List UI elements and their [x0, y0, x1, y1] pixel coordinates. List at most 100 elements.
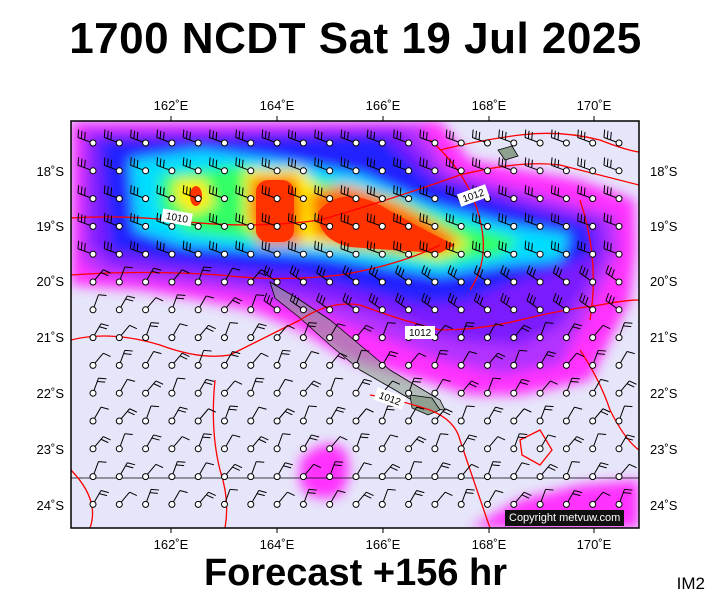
wind-barb-flag: [425, 243, 428, 252]
wind-barb-flag: [159, 158, 162, 167]
wind-barb-flag: [596, 353, 605, 355]
wind-barb-flag: [610, 131, 612, 140]
wind-barb-flag: [162, 131, 165, 140]
wind-barb-flag: [260, 436, 269, 441]
wind-barb-flag: [232, 351, 241, 355]
wind-barb-flag: [531, 159, 533, 168]
wind-station: [89, 500, 97, 508]
wind-barb-flag: [527, 130, 530, 139]
wind-barb-flag: [577, 240, 579, 249]
wind-station: [562, 195, 570, 203]
wind-station: [115, 473, 123, 481]
wind-barb-flag: [153, 351, 162, 355]
wind-barb-flag: [317, 158, 320, 167]
wind-station: [273, 500, 281, 508]
wind-barb-flag: [466, 488, 475, 491]
wind-barb-flag: [317, 130, 320, 139]
wind-station: [352, 250, 360, 258]
wind-station: [142, 445, 150, 453]
wind-barb-flag: [373, 131, 376, 140]
wind-barb-flag: [287, 212, 290, 221]
wind-barb-flag: [368, 292, 373, 301]
wind-station: [115, 389, 123, 397]
wind-barb-flag: [396, 130, 399, 139]
wind-barb-flag: [500, 292, 504, 301]
wind-barb-flag: [347, 215, 349, 224]
wind-barb-flag: [529, 267, 534, 276]
wind-station: [615, 334, 623, 342]
wind-barb-flag: [425, 131, 428, 140]
wind-station: [352, 361, 360, 369]
wind-barb-flag: [452, 187, 454, 196]
wind-station: [378, 417, 386, 425]
wind-station: [484, 250, 491, 258]
wind-station: [115, 250, 123, 258]
wind-station: [326, 139, 334, 147]
wind-station: [352, 222, 360, 230]
wind-barb-flag: [263, 292, 268, 301]
wind-barb-flag: [390, 466, 398, 471]
wind-barb-flag: [235, 240, 237, 249]
wind-station: [168, 306, 176, 314]
wind-barb-flag: [598, 433, 607, 435]
wind-barb-flag: [314, 129, 316, 138]
wind-barb-flag: [234, 297, 243, 302]
wind-station: [142, 417, 150, 425]
wind-station: [168, 334, 176, 342]
wind-barb-flag: [127, 462, 136, 466]
wind-barb-flag: [419, 185, 422, 194]
wind-station: [221, 139, 228, 147]
wind-barb-flag: [228, 408, 237, 411]
wind-barb-flag: [103, 269, 111, 274]
wind-barb-flag: [232, 434, 241, 438]
wind-barb-flag: [103, 185, 106, 194]
wind-barb-flag: [550, 212, 553, 221]
wind-station: [326, 334, 334, 342]
lat-label: 21˚S: [37, 330, 65, 345]
wind-barb-flag: [264, 241, 267, 250]
wind-station: [484, 361, 491, 369]
wind-barb-flag: [98, 461, 107, 463]
wind-barb-flag: [206, 327, 214, 332]
wind-barb-flag: [80, 130, 83, 139]
wind-barb-flag: [185, 158, 188, 167]
wind-station: [378, 222, 386, 230]
wind-barb-flag: [574, 406, 583, 410]
wind-barb-flag: [478, 215, 481, 224]
wind-barb-flag: [189, 187, 191, 196]
wind-barb-flag: [151, 437, 160, 441]
wind-barb-flag: [440, 433, 449, 435]
wind-barb-flag: [345, 267, 349, 276]
wind-barb-flag: [176, 464, 185, 467]
wind-station: [431, 389, 439, 397]
wind-station: [431, 445, 439, 453]
wind-barb-flag: [550, 380, 558, 385]
wind-barb-flag: [260, 352, 269, 357]
wind-station: [168, 445, 176, 453]
wind-barb-flag: [202, 269, 211, 272]
wind-barb-flag: [422, 186, 425, 195]
wind-barb-flag: [444, 324, 453, 330]
wind-barb-flag: [206, 462, 215, 466]
wind-barb-flag: [258, 271, 267, 277]
wind-station: [405, 361, 413, 369]
wind-station: [89, 361, 97, 369]
wind-barb-flag: [232, 466, 240, 471]
wind-barb-flag: [308, 322, 317, 324]
wind-barb-flag: [284, 462, 293, 466]
wind-station: [194, 278, 202, 286]
wind-station: [326, 500, 334, 508]
wind-station: [194, 417, 202, 425]
wind-station: [299, 195, 307, 203]
wind-station: [457, 361, 465, 369]
wind-station: [326, 445, 334, 453]
wind-station: [115, 278, 123, 286]
wind-barb-flag: [100, 271, 109, 277]
wind-barb-flag: [241, 187, 244, 196]
wind-station: [115, 500, 123, 508]
wind-barb-flag: [185, 186, 188, 195]
wind-barb-flag: [317, 241, 320, 250]
wind-station: [142, 389, 150, 397]
lon-label: 162˚E: [154, 98, 189, 113]
wind-barb-flag: [400, 296, 405, 305]
